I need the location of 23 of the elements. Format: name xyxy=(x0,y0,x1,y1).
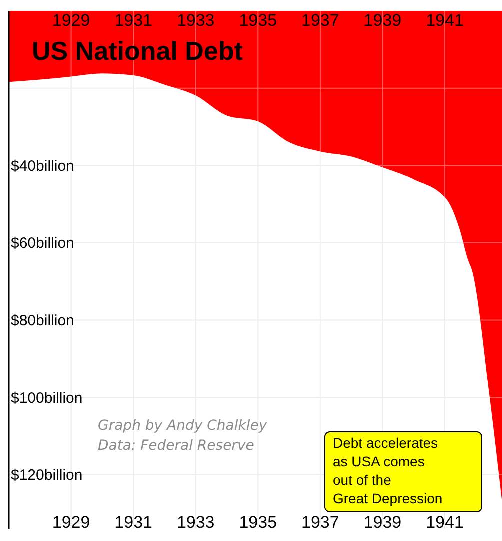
x2-tick-label: 1939 xyxy=(364,11,402,30)
text: US National Debt xyxy=(32,36,244,66)
x2-tick-label: 1937 xyxy=(302,11,340,30)
x-tick-label: 1941 xyxy=(426,513,464,532)
y-tick-label: $40billion xyxy=(11,158,74,175)
x-tick-label: 1929 xyxy=(52,513,90,532)
y-tick-label: $60billion xyxy=(11,235,74,252)
annotation: Graph by Andy Chalkley xyxy=(98,418,268,434)
x2-tick-label: 1931 xyxy=(114,11,152,30)
x-tick-label: 1939 xyxy=(364,513,402,532)
y-tick-label: $80billion xyxy=(11,312,74,330)
x2-tick-label: 1941 xyxy=(426,11,464,30)
x-tick-label: 1935 xyxy=(239,513,278,532)
y-tick-label: $120billion xyxy=(11,467,83,484)
x2-tick-label: 1935 xyxy=(239,11,278,30)
x-tick-label: 1933 xyxy=(176,513,215,532)
annotation: Data: Federal Reserve xyxy=(98,438,254,454)
y-tick-label: $100billion xyxy=(11,390,83,407)
x2-tick-label: 1933 xyxy=(176,11,215,30)
x2-tick-label: 1929 xyxy=(52,11,90,30)
x-tick-label: 1931 xyxy=(114,513,152,532)
annotation: Debt accelerates as USA comes out of the Great Depression xyxy=(333,435,443,506)
x-tick-label: 1937 xyxy=(302,513,340,532)
